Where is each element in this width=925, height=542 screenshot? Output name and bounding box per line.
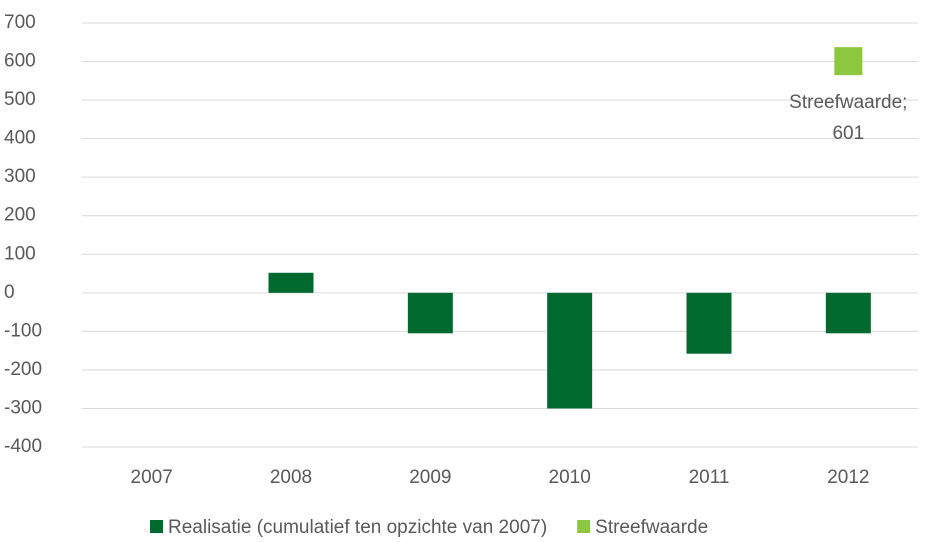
data-label: Streefwaarde; 601 xyxy=(789,92,907,144)
x-tick-label: 2009 xyxy=(409,467,451,488)
x-tick-label: 2011 xyxy=(689,467,730,488)
y-tick-label: 600 xyxy=(4,51,36,72)
bar xyxy=(686,292,732,354)
y-tick-label: -200 xyxy=(4,359,42,380)
y-tick-label: 300 xyxy=(4,166,36,187)
legend-label: Streefwaarde xyxy=(595,517,708,538)
x-tick-label: 2007 xyxy=(131,467,173,488)
marker xyxy=(834,47,863,76)
y-tick-label: 500 xyxy=(4,89,36,110)
bar xyxy=(268,272,314,293)
y-tick-label: 700 xyxy=(4,12,36,33)
legend-label: Realisatie (cumulatief ten opzichte van … xyxy=(168,517,547,538)
bar xyxy=(407,292,453,334)
y-tick-label: 0 xyxy=(4,282,15,303)
legend-swatch xyxy=(577,520,591,533)
y-tick-label: -100 xyxy=(4,320,42,341)
bar xyxy=(825,292,871,334)
x-tick-label: 2012 xyxy=(827,467,869,488)
y-tick-label: -400 xyxy=(4,436,42,457)
x-tick-label: 2008 xyxy=(270,467,312,488)
legend-swatch xyxy=(150,520,163,533)
y-tick-label: -300 xyxy=(4,397,42,418)
y-tick-label: 400 xyxy=(4,128,36,149)
y-tick-label: 200 xyxy=(4,205,36,226)
y-tick-label: 100 xyxy=(4,243,36,264)
bar xyxy=(547,292,593,409)
x-tick-label: 2010 xyxy=(549,467,591,488)
